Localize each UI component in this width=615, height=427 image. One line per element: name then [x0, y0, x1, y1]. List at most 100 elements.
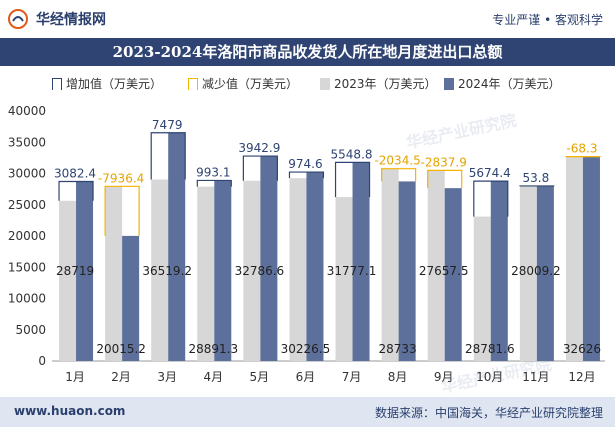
- change-label: -7936.4: [98, 171, 144, 185]
- bar-2023: [105, 186, 123, 361]
- increase-bracket: [58, 180, 94, 201]
- footer-source: 数据来源：中国海关，华经产业研究院整理: [374, 406, 603, 420]
- bar-2023: [565, 156, 583, 361]
- change-label: 7479: [152, 118, 183, 132]
- value-label-2024: 31777.1: [327, 264, 377, 278]
- brand-name: 华经情报网: [36, 12, 106, 28]
- x-tick-label: 1月: [65, 370, 85, 384]
- bar-2024: [352, 162, 370, 361]
- change-label: -2034.5: [374, 154, 420, 168]
- x-tick-label: 5月: [250, 370, 270, 384]
- bar-2024: [122, 235, 140, 361]
- y-tick-label: 5000: [15, 323, 46, 337]
- y-tick-label: 35000: [8, 135, 46, 149]
- x-tick-label: 4月: [203, 370, 223, 384]
- change-label: 5674.4: [469, 166, 511, 180]
- increase-bracket: [334, 161, 371, 198]
- bar-2023: [519, 186, 537, 361]
- value-label-2024: 28781.6: [465, 342, 515, 356]
- bar-2023: [289, 178, 307, 361]
- brand-tagline: 专业严谨 • 客观科学: [492, 13, 603, 27]
- x-tick-label: 9月: [434, 370, 454, 384]
- x-tick-label: 8月: [388, 370, 408, 384]
- legend-item-2024: 2024年（万美元）: [444, 75, 561, 92]
- bar-2024: [582, 157, 600, 361]
- bar-2024: [168, 132, 186, 361]
- bar-2024: [490, 181, 508, 361]
- value-label-2024: 20015.2: [96, 342, 146, 356]
- y-tick-label: 40000: [8, 104, 46, 118]
- bar-2024: [76, 181, 94, 361]
- value-label-2024: 28891.3: [188, 342, 238, 356]
- change-label: 3942.9: [238, 141, 280, 155]
- x-tick-label: 2月: [111, 370, 131, 384]
- legend-swatch-2023: [320, 77, 330, 90]
- value-label-2024: 32786.6: [235, 264, 285, 278]
- bar-2023: [59, 200, 77, 361]
- bar-chart: 0 5000 10000 15000 20000 25000 30000 35000 40000…: [8, 104, 605, 384]
- x-tick-label: 11月: [522, 370, 549, 384]
- y-tick-label: 15000: [8, 260, 46, 274]
- increase-bracket: [242, 155, 278, 181]
- bar-2023: [243, 180, 261, 361]
- title-bar: [0, 38, 615, 66]
- change-label: 5548.8: [331, 147, 373, 161]
- change-label: -2837.9: [421, 155, 467, 169]
- increase-bracket: [150, 132, 186, 180]
- y-tick-label: 30000: [8, 167, 46, 181]
- change-label: 53.8: [523, 171, 550, 185]
- y-tick-label: 10000: [8, 292, 46, 306]
- decrease-bracket: [381, 168, 417, 182]
- increase-bracket: [288, 171, 325, 179]
- value-label-2024: 30226.5: [281, 342, 331, 356]
- value-label-2024: 27657.5: [419, 264, 469, 278]
- bar-2024: [260, 156, 278, 361]
- legend-item-decrease: 减少值（万美元）: [188, 75, 298, 92]
- legend-label-2023: 2023年（万美元）: [334, 77, 437, 91]
- value-label-2024: 28733: [379, 342, 417, 356]
- bar-2024: [536, 185, 554, 361]
- bar-2023: [335, 197, 353, 361]
- bar-2024: [444, 188, 462, 361]
- legend-label-increase: 增加值（万美元）: [66, 77, 163, 91]
- increase-bracket: [473, 180, 509, 217]
- increase-bracket: [196, 179, 232, 187]
- legend-label-decrease: 减少值（万美元）: [202, 77, 299, 91]
- x-tick-label: 6月: [296, 370, 316, 384]
- footer-site: www.huaon.com: [14, 404, 126, 418]
- change-label: 993.1: [196, 165, 230, 179]
- legend-swatch-decrease: [188, 77, 198, 90]
- change-label: -68.3: [566, 142, 597, 156]
- decrease-bracket: [104, 185, 140, 236]
- bar-2023: [381, 168, 399, 361]
- bar-2023: [151, 179, 169, 361]
- y-tick-label: 25000: [8, 198, 46, 212]
- y-tick-label: 20000: [8, 229, 46, 243]
- footer-bar: [0, 397, 615, 427]
- brand-logo-icon: [8, 9, 28, 29]
- x-tick-label: 12月: [568, 370, 595, 384]
- bar-2024: [306, 172, 324, 361]
- y-tick-label: 0: [38, 354, 46, 368]
- legend-item-2023: 2023年（万美元）: [320, 75, 437, 92]
- legend-swatch-increase: [52, 77, 62, 90]
- legend-label-2024: 2024年（万美元）: [458, 77, 561, 91]
- value-label-2024: 28719: [56, 264, 94, 278]
- legend-item-increase: 增加值（万美元）: [52, 75, 162, 92]
- x-tick-label: 10月: [476, 370, 503, 384]
- decrease-bracket: [427, 169, 463, 189]
- bar-2024: [214, 180, 232, 361]
- value-label-2024: 36519.2: [142, 264, 192, 278]
- bar-2023: [473, 216, 491, 361]
- change-label: 974.6: [288, 157, 322, 171]
- value-label-2024: 32626: [563, 342, 601, 356]
- bar-2024: [398, 181, 416, 361]
- bar-2023: [197, 186, 215, 361]
- change-label: 3082.4: [54, 167, 96, 181]
- value-label-2024: 28009.2: [511, 264, 561, 278]
- x-tick-label: 3月: [157, 370, 177, 384]
- top-header: 华经情报网 专业严谨 • 客观科学: [0, 0, 615, 38]
- bar-2023: [427, 170, 445, 361]
- x-tick-label: 7月: [342, 370, 362, 384]
- chart-legend: 增加值（万美元） 减少值（万美元） 2023年（万美元） 2024年（万美元）: [0, 70, 615, 96]
